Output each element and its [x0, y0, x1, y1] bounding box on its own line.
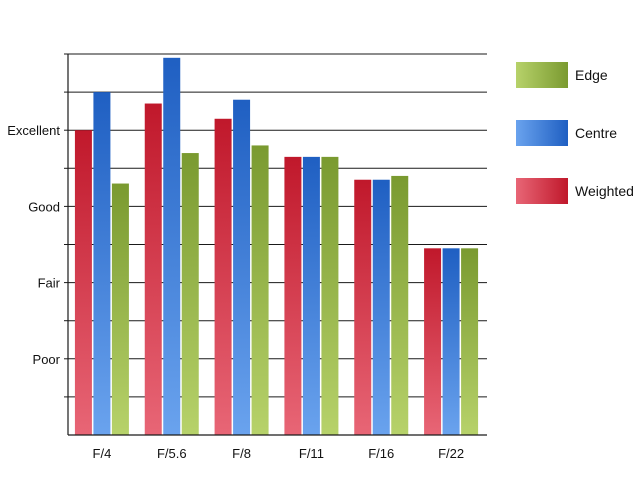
bar-edge-f-22 [461, 248, 479, 435]
gridlines [68, 53, 487, 398]
axes [64, 53, 487, 436]
legend-swatch [516, 178, 568, 204]
legend-item-edge: Edge [516, 62, 608, 88]
legend-swatch [516, 62, 568, 88]
x-tick-label: F/4 [93, 446, 112, 461]
legend: Edge Centre Weighted [516, 62, 634, 204]
bar-weighted-f-16 [354, 179, 372, 435]
bar-centre-f-8 [233, 99, 251, 435]
x-tick-labels: F/4 F/5.6 F/8 F/11 F/16 F/22 [93, 446, 465, 461]
bar-centre-f-16 [372, 179, 390, 435]
bar-centre-f-11 [302, 156, 320, 435]
bar-weighted-f-22 [424, 248, 442, 435]
x-tick-label: F/22 [438, 446, 464, 461]
y-tick-label-fair: Fair [38, 276, 61, 291]
legend-swatch [516, 120, 568, 146]
bar-centre-f-5-6 [163, 57, 181, 436]
bar-centre-f-4 [93, 92, 111, 435]
bar-edge-f-11 [321, 156, 339, 435]
legend-label: Edge [575, 67, 608, 83]
bar-centre-f-22 [442, 248, 460, 435]
y-tick-label-excellent: Excellent [7, 123, 60, 138]
y-tick-label-good: Good [28, 199, 60, 214]
y-tick-labels: Poor Fair Good Excellent [7, 123, 60, 367]
x-tick-label: F/11 [299, 446, 324, 461]
bar-weighted-f-4 [74, 130, 92, 435]
bar-edge-f-16 [391, 175, 409, 436]
bars [74, 57, 479, 436]
legend-label: Weighted [575, 183, 634, 199]
legend-label: Centre [575, 125, 617, 141]
legend-item-centre: Centre [516, 120, 617, 146]
bar-weighted-f-5-6 [144, 103, 162, 435]
y-tick-label-poor: Poor [33, 352, 61, 367]
bar-weighted-f-8 [214, 118, 232, 436]
legend-item-weighted: Weighted [516, 178, 634, 204]
x-tick-label: F/8 [232, 446, 251, 461]
bar-weighted-f-11 [284, 156, 302, 435]
bar-edge-f-5-6 [181, 153, 199, 435]
x-tick-label: F/16 [368, 446, 394, 461]
x-tick-label: F/5.6 [157, 446, 187, 461]
bar-edge-f-8 [251, 145, 269, 435]
bar-edge-f-4 [111, 183, 129, 435]
